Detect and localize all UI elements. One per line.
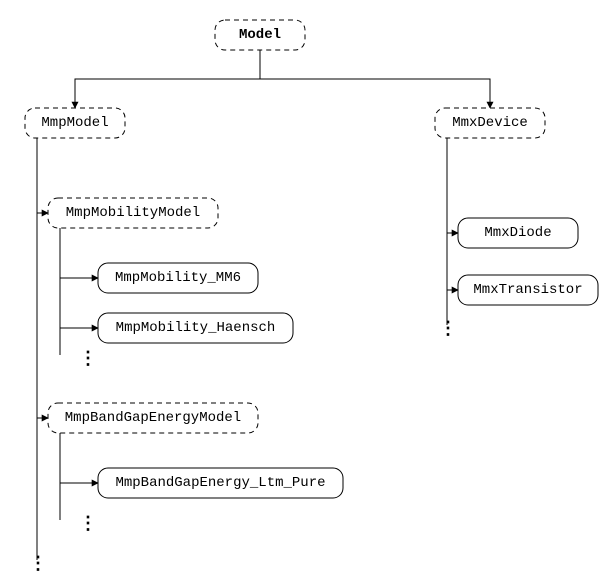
edge-mmpmodel-mmpbandgapenergymodel (37, 138, 48, 418)
node-label-mmpmobility_haensch: MmpMobility_Haensch (116, 320, 276, 336)
edge-mmpbandgapenergymodel-mmpbandgapenergy_ltm_pure (60, 433, 98, 483)
node-label-mmpmodel: MmpModel (41, 115, 108, 131)
ellipsis-icon: ⋮ (29, 555, 47, 575)
node-label-mmxdevice: MmxDevice (452, 115, 528, 131)
node-mmpbandgapenergy_ltm_pure: MmpBandGapEnergy_Ltm_Pure (98, 468, 343, 498)
node-mmpbandgapenergymodel: MmpBandGapEnergyModel (48, 403, 258, 433)
ellipsis-icon: ⋮ (79, 515, 97, 535)
node-label-mmpmobility_mm6: MmpMobility_MM6 (115, 270, 241, 286)
ellipsis-icon: ⋮ (439, 320, 457, 340)
ellipsis-icon: ⋮ (79, 350, 97, 370)
node-label-model: Model (239, 27, 281, 43)
node-label-mmpbandgapenergy_ltm_pure: MmpBandGapEnergy_Ltm_Pure (115, 475, 325, 491)
edge-mmpmodel-mmpmobilitymodel (37, 138, 48, 213)
node-mmpmodel: MmpModel (25, 108, 125, 138)
node-mmpmobilitymodel: MmpMobilityModel (48, 198, 218, 228)
node-model: Model (215, 20, 305, 50)
edge-mmxdevice-mmxtransistor (447, 138, 458, 290)
node-mmpmobility_haensch: MmpMobility_Haensch (98, 313, 293, 343)
edge-mmpmobilitymodel-mmpmobility_mm6 (60, 228, 98, 278)
node-label-mmxdiode: MmxDiode (484, 225, 551, 241)
node-mmxdevice: MmxDevice (435, 108, 545, 138)
edge-mmxdevice-mmxdiode (447, 138, 458, 233)
node-label-mmxtransistor: MmxTransistor (473, 282, 582, 298)
edge-model-mmxdevice (260, 50, 490, 108)
edge-model-mmpmodel (75, 50, 260, 108)
node-label-mmpmobilitymodel: MmpMobilityModel (66, 205, 200, 221)
node-mmxtransistor: MmxTransistor (458, 275, 598, 305)
node-mmpmobility_mm6: MmpMobility_MM6 (98, 263, 258, 293)
node-mmxdiode: MmxDiode (458, 218, 578, 248)
node-label-mmpbandgapenergymodel: MmpBandGapEnergyModel (65, 410, 241, 426)
